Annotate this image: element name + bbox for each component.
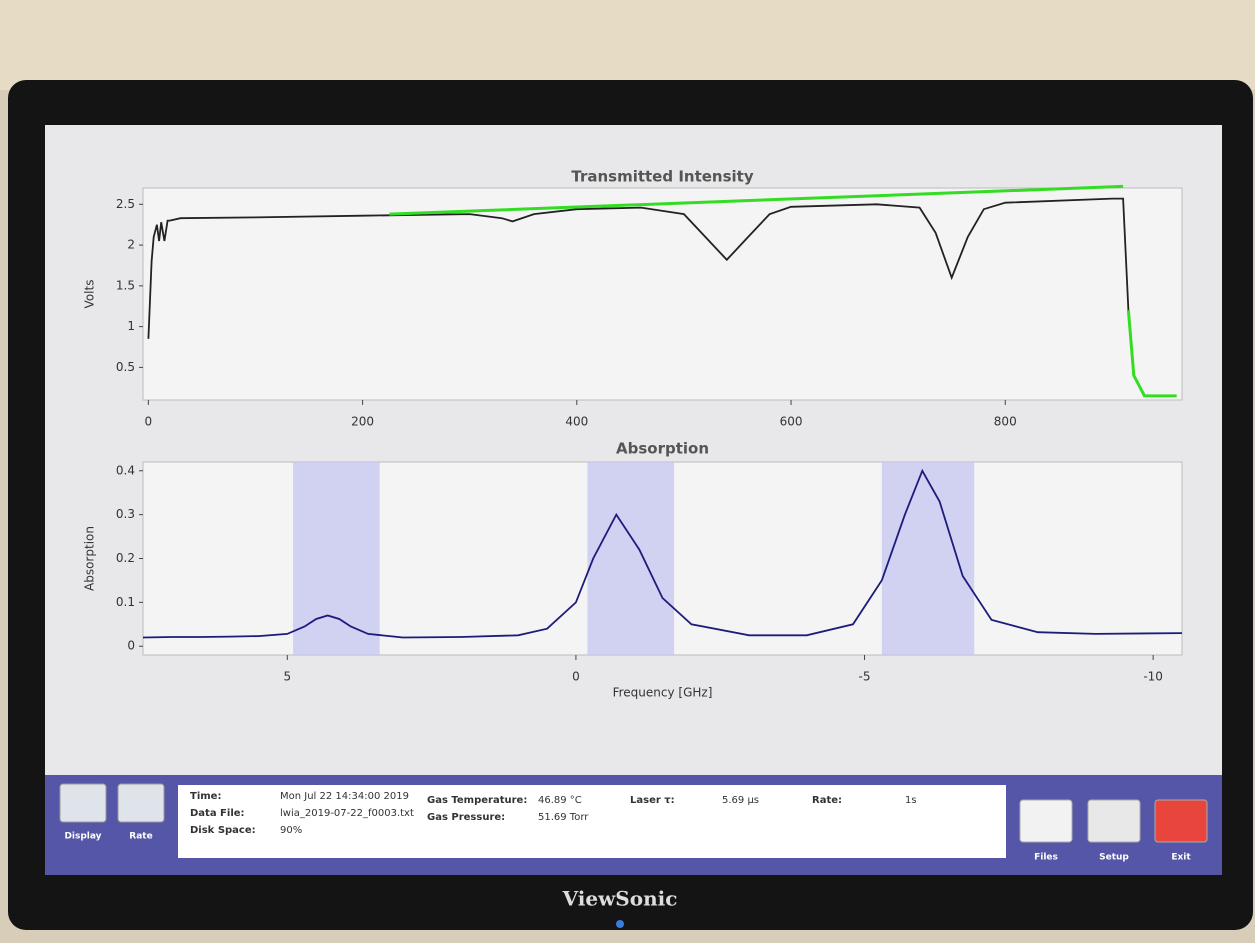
x-tick-label: 800 [994,415,1017,429]
button-icon[interactable] [1019,799,1073,843]
y-axis-label: Volts [83,280,97,309]
status-value: 5.69 µs [722,795,759,806]
y-tick-label: 0.4 [116,463,135,477]
button-label[interactable]: Display [64,832,101,842]
y-tick-label: 2 [127,238,135,252]
y-tick-label: 1 [127,319,135,333]
status-label: Gas Pressure: [427,812,505,823]
button-icon[interactable] [1087,799,1141,843]
status-value: lwia_2019-07-22_f0003.txt [280,808,414,819]
x-tick-label: 400 [565,415,588,429]
plot-area [142,187,1183,401]
x-tick-label: 600 [780,415,803,429]
y-tick-label: 0 [127,639,135,653]
button-icon[interactable] [1154,799,1208,843]
x-tick-label: -5 [859,670,871,684]
y-tick-label: 0.3 [116,507,135,521]
button-label[interactable]: Files [1034,853,1058,863]
x-tick-label: 200 [351,415,374,429]
shaded-region [293,462,380,655]
button-icon[interactable] [59,783,107,823]
x-axis-label: Frequency [GHz] [613,686,713,700]
status-label: Gas Temperature: [427,795,527,806]
status-label: Rate: [812,795,842,806]
status-value: Mon Jul 22 14:34:00 2019 [280,791,409,802]
status-value: 46.89 °C [538,795,582,806]
shaded-region [587,462,675,655]
status-value: 1s [905,795,917,806]
y-tick-label: 2.5 [116,197,135,211]
chart-title: Transmitted Intensity [571,168,753,186]
brand: ViewSonic [562,887,678,911]
y-tick-label: 0.2 [116,551,135,565]
wall [0,0,1255,90]
data-line [147,197,1177,397]
button-label[interactable]: Setup [1099,853,1129,863]
y-tick-label: 0.1 [116,595,135,609]
y-tick-label: 1.5 [116,278,135,292]
data-line [389,184,1177,398]
status-label: Disk Space: [190,825,256,836]
y-tick-label: 0.5 [116,360,135,374]
status-value: 90% [280,825,302,836]
button-label[interactable]: Rate [129,832,152,842]
button-label[interactable]: Exit [1171,853,1191,863]
status-label: Laser τ: [630,795,675,806]
status-value: 51.69 Torr [538,812,589,823]
status-label: Data File: [190,808,245,819]
chart-title: Absorption [616,440,709,458]
x-tick-label: 0 [145,415,153,429]
status-label: Time: [190,791,221,802]
x-tick-label: -10 [1143,670,1163,684]
data-line [142,468,1183,639]
x-tick-label: 5 [283,670,291,684]
power-led [616,920,624,928]
info-panel [178,785,1006,858]
x-tick-label: 0 [572,670,580,684]
shaded-region [881,462,975,655]
y-axis-label: Absorption [83,526,97,591]
button-icon[interactable] [117,783,165,823]
